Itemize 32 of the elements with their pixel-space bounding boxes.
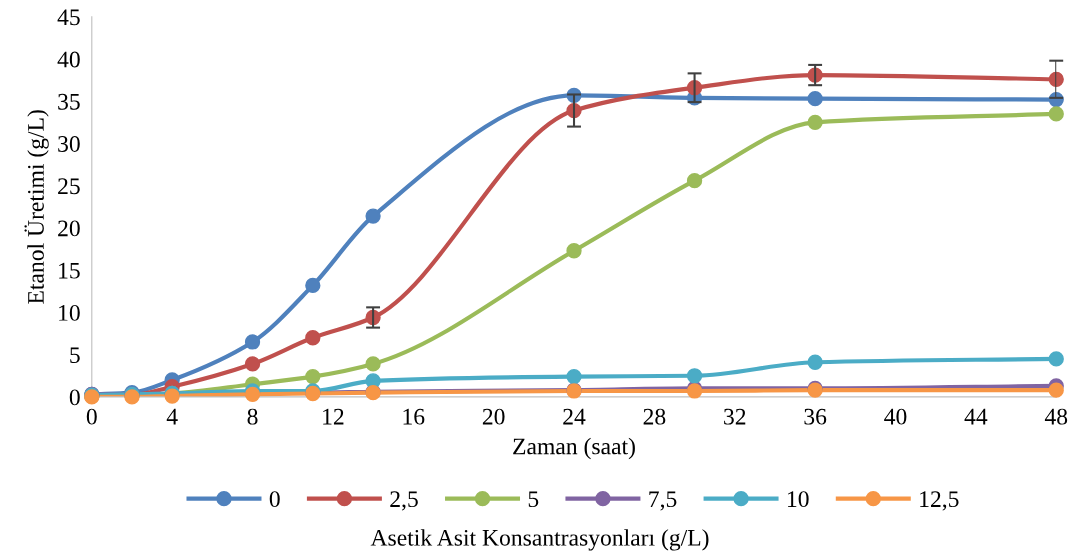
legend-label: 12,5 (920, 491, 959, 511)
x-tick-label: 44 (964, 408, 988, 425)
y-tick-label: 15 (59, 262, 80, 279)
x-axis-title: Zaman (saat) (513, 437, 635, 460)
x-tick-label: 28 (643, 408, 666, 425)
x-tick-label: 12 (323, 408, 344, 425)
y-tick-label: 40 (57, 51, 80, 68)
x-tick-label: 24 (563, 408, 586, 425)
x-tick-label: 4 (166, 408, 178, 425)
x-tick-label: 20 (482, 408, 505, 425)
x-tick-label: 16 (403, 408, 425, 425)
x-tick-label: 48 (1044, 408, 1068, 425)
y-tick-label: 45 (57, 9, 80, 26)
y-tick-label: 35 (58, 93, 80, 110)
y-tick-label: 20 (58, 220, 80, 237)
legend-label: 0 (269, 491, 280, 508)
y-tick-label: 30 (58, 135, 80, 152)
legend-title: Asetik Asit Konsantrasyonları (g/L) (370, 529, 709, 551)
y-tick-label: 0 (69, 389, 80, 406)
x-tick-label: 8 (247, 408, 258, 425)
legend-label: 5 (528, 491, 539, 508)
legend-label: 10 (788, 491, 809, 508)
y-axis-title: Etanol Üretimi (g/L) (24, 110, 49, 304)
x-tick-label: 0 (86, 408, 97, 425)
y-tick-label: 10 (59, 304, 80, 321)
y-tick-label: 5 (70, 347, 80, 364)
y-tick-label: 25 (58, 178, 80, 195)
legend-label: 2,5 (390, 491, 418, 511)
x-tick-label: 40 (884, 408, 907, 425)
x-tick-label: 32 (724, 408, 746, 425)
x-tick-label: 36 (804, 408, 827, 425)
legend-label: 7,5 (649, 491, 677, 511)
